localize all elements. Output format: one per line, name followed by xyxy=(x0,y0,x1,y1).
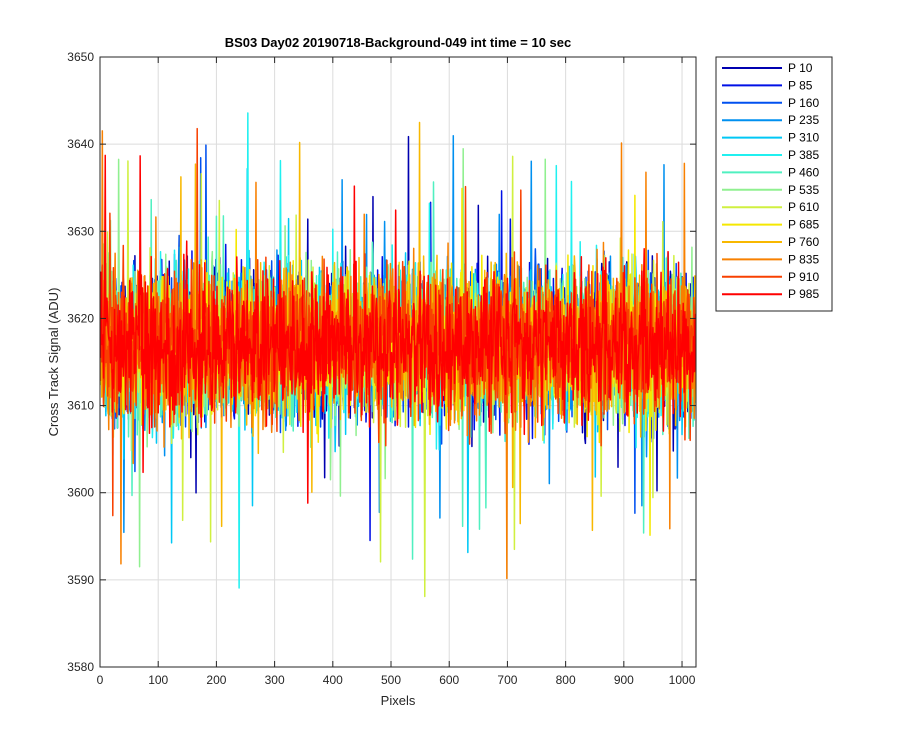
x-tick-label: 500 xyxy=(381,673,401,687)
x-tick-label: 900 xyxy=(614,673,634,687)
y-tick-label: 3630 xyxy=(67,224,94,238)
x-tick-label: 700 xyxy=(497,673,517,687)
x-tick-label: 200 xyxy=(206,673,226,687)
axes: 0 100 200 300 400 500 600 700 800 900 1000 3580 3590… xyxy=(67,50,696,687)
y-axis-label: Cross Track Signal (ADU) xyxy=(46,288,61,437)
series-lines xyxy=(100,112,696,598)
chart-title: BS03 Day02 20190718-Background-049 int t… xyxy=(225,35,572,50)
legend-label: P 235 xyxy=(788,113,819,127)
legend-label: P 685 xyxy=(788,218,819,232)
y-tick-label: 3580 xyxy=(67,660,94,674)
plot-frame xyxy=(99,56,697,668)
series-line xyxy=(100,154,696,504)
legend-label: P 310 xyxy=(788,131,819,145)
x-tick-label: 800 xyxy=(556,673,576,687)
y-tick-label: 3620 xyxy=(67,311,94,325)
y-tick-label: 3590 xyxy=(67,573,94,587)
legend-label: P 985 xyxy=(788,287,819,301)
legend-box xyxy=(715,56,833,312)
x-axis-label: Pixels xyxy=(381,693,416,708)
x-tick-label: 300 xyxy=(265,673,285,687)
legend-label: P 85 xyxy=(788,78,813,92)
legend-label: P 160 xyxy=(788,96,819,110)
legend-label: P 460 xyxy=(788,165,819,179)
x-tick-label: 100 xyxy=(148,673,168,687)
legend-label: P 385 xyxy=(788,148,819,162)
x-tick-label: 400 xyxy=(323,673,343,687)
legend-label: P 535 xyxy=(788,183,819,197)
legend-label: P 610 xyxy=(788,200,819,214)
legend-label: P 835 xyxy=(788,252,819,266)
legend: P 10 P 85 P 160 P 235 P 310 P 385 P 460 P 535 P … xyxy=(715,56,833,312)
y-tick-label: 3650 xyxy=(67,50,94,64)
legend-label: P 910 xyxy=(788,270,819,284)
x-tick-label: 0 xyxy=(97,673,104,687)
y-tick-label: 3600 xyxy=(67,486,94,500)
legend-label: P 10 xyxy=(788,61,813,75)
x-tick-label: 600 xyxy=(439,673,459,687)
x-tick-label: 1000 xyxy=(669,673,696,687)
y-tick-label: 3610 xyxy=(67,399,94,413)
legend-label: P 760 xyxy=(788,235,819,249)
y-tick-label: 3640 xyxy=(67,137,94,151)
plot-area xyxy=(100,112,696,598)
